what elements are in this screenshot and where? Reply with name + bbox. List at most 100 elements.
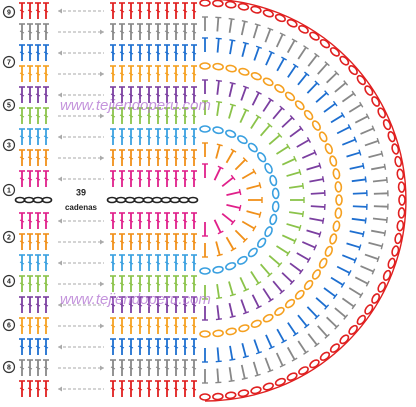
chain-loop <box>199 330 211 338</box>
stitch-cross <box>19 156 25 160</box>
round-stitch <box>301 151 316 159</box>
chain-loop <box>247 247 258 258</box>
round-stitch <box>371 229 386 235</box>
chain-loop <box>274 84 285 94</box>
stitch-cross <box>110 177 116 181</box>
round-stitch <box>371 165 386 171</box>
round-stitch <box>228 18 233 33</box>
chain-loop <box>212 265 224 274</box>
row-number: 5 <box>7 102 11 109</box>
chain-loop <box>329 155 338 167</box>
stitch-cross <box>164 324 170 328</box>
round-stitch-bar <box>324 90 330 96</box>
round-stitch-bar <box>268 97 274 102</box>
stitch-cross <box>173 366 179 370</box>
chain-loop <box>303 279 314 291</box>
round-stitch <box>240 364 246 379</box>
row-badge <box>2 98 16 112</box>
round-stitch-bar <box>277 132 283 138</box>
stitch-cross <box>155 177 161 181</box>
round-stitch <box>297 46 307 60</box>
round-stitch <box>241 43 247 58</box>
round-stitch <box>306 229 321 236</box>
stitch-cross <box>35 177 41 181</box>
stitch-cross <box>182 345 188 349</box>
stitch-cross <box>43 51 49 55</box>
stitch-cross <box>128 387 134 391</box>
chain-loop <box>364 85 374 96</box>
round-stitch-bar <box>324 304 330 310</box>
round-stitch <box>225 150 235 164</box>
round-stitch <box>348 287 362 297</box>
stitch-cross <box>173 324 179 328</box>
round-stitch-bar <box>380 150 384 157</box>
stitch-cross <box>191 135 197 139</box>
stitch-cross <box>119 114 125 118</box>
stitch-cross <box>173 51 179 55</box>
round-stitch-bar <box>230 174 236 181</box>
stitch-cross <box>191 93 197 97</box>
stitch-cross <box>164 156 170 160</box>
round-stitch <box>228 302 234 317</box>
stitch-cross <box>146 240 152 244</box>
stitch-cross <box>35 51 41 55</box>
round-stitch <box>309 178 324 183</box>
round-stitch-bar <box>255 114 262 119</box>
round-stitch <box>259 124 271 137</box>
round-stitch-bar <box>321 176 325 183</box>
round-stitch <box>306 306 318 318</box>
round-stitch <box>346 242 361 249</box>
round-stitch-bar <box>318 231 322 238</box>
chain-loop <box>348 65 358 76</box>
round-stitch <box>239 276 247 291</box>
arrow-head <box>100 365 104 371</box>
stitch-cross <box>182 156 188 160</box>
stitch-cross <box>119 366 125 370</box>
round-stitch-bar <box>242 311 250 315</box>
stitch-cross <box>146 261 152 265</box>
round-stitch-bar <box>298 169 302 176</box>
stitch-cross <box>164 282 170 286</box>
arrow-head <box>100 239 104 245</box>
stitch-cross <box>27 345 33 349</box>
round-stitch <box>351 178 366 183</box>
round-stitch <box>372 217 388 221</box>
round-stitch <box>317 63 328 75</box>
round-stitch <box>262 99 272 112</box>
chain-loop <box>269 213 278 226</box>
round-stitch-bar <box>229 39 236 42</box>
row-badge <box>2 274 16 288</box>
round-stitch-bar <box>332 100 338 107</box>
chain-loop <box>311 269 321 280</box>
row-badge <box>2 360 16 374</box>
stitch-cross <box>27 9 33 13</box>
round-stitch <box>281 272 293 284</box>
stitch-cross <box>110 9 116 13</box>
stitch-cross <box>155 156 161 160</box>
stitch-cross <box>43 9 49 13</box>
round-stitch <box>289 127 302 138</box>
stitch-cross <box>182 282 188 286</box>
round-stitch-bar <box>230 148 237 153</box>
stitch-cross <box>182 240 188 244</box>
stitch-cross <box>146 93 152 97</box>
round-stitch-bar <box>385 216 388 224</box>
labels: 39 cadenas www.tejiendoperu.com www.teji… <box>2 5 211 374</box>
round-stitch <box>334 307 347 318</box>
round-stitch-bar <box>359 101 364 108</box>
row-number: 2 <box>7 234 11 241</box>
chain-loop <box>371 96 381 107</box>
round-stitch-bar <box>268 298 274 303</box>
round-stitch-bar <box>343 314 349 320</box>
stitch-cross <box>173 387 179 391</box>
round-stitch-bar <box>229 293 236 297</box>
round-stitch <box>229 40 234 55</box>
stitch-cross <box>164 114 170 118</box>
round-stitch-bar <box>371 268 376 275</box>
round-stitch-bar <box>306 257 312 263</box>
round-stitch <box>330 114 344 124</box>
round-stitch <box>221 213 234 224</box>
stitch-cross <box>43 135 49 139</box>
stitch-cross <box>35 93 41 97</box>
